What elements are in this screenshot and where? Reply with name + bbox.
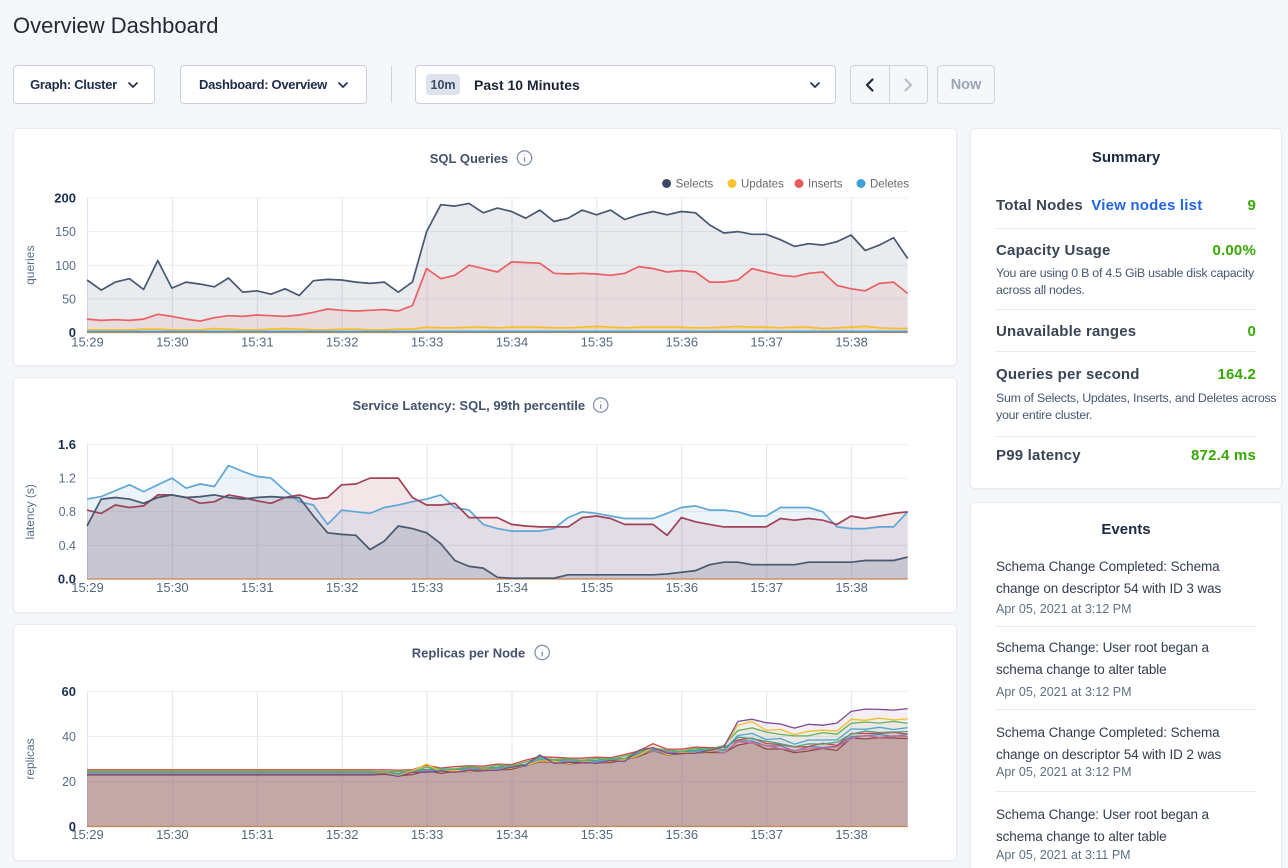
svg-text:15:37: 15:37 <box>750 335 783 350</box>
svg-text:15:29: 15:29 <box>71 580 104 595</box>
svg-text:15:32: 15:32 <box>326 335 359 350</box>
svg-text:15:34: 15:34 <box>496 827 529 842</box>
svg-text:latency (s): latency (s) <box>23 484 37 539</box>
svg-text:15:37: 15:37 <box>750 827 783 842</box>
svg-text:Deletes: Deletes <box>870 179 909 191</box>
svg-text:15:33: 15:33 <box>411 580 444 595</box>
svg-text:Updates: Updates <box>741 179 784 191</box>
svg-text:15:31: 15:31 <box>241 335 274 350</box>
svg-text:60: 60 <box>62 684 76 699</box>
svg-text:15:30: 15:30 <box>156 827 189 842</box>
svg-text:15:29: 15:29 <box>71 335 104 350</box>
svg-text:200: 200 <box>54 191 76 206</box>
svg-text:15:29: 15:29 <box>71 827 104 842</box>
svg-text:15:36: 15:36 <box>666 580 699 595</box>
svg-text:15:31: 15:31 <box>241 580 274 595</box>
svg-text:150: 150 <box>55 225 76 239</box>
svg-text:Inserts: Inserts <box>808 179 843 191</box>
svg-text:15:35: 15:35 <box>581 335 614 350</box>
svg-text:1.6: 1.6 <box>58 437 76 452</box>
svg-text:0: 0 <box>69 819 76 834</box>
svg-text:queries: queries <box>23 246 37 285</box>
svg-text:15:36: 15:36 <box>666 335 699 350</box>
svg-text:0.8: 0.8 <box>59 505 76 519</box>
svg-text:100: 100 <box>55 259 76 273</box>
svg-text:15:36: 15:36 <box>666 827 699 842</box>
svg-text:Replicas per Node: Replicas per Node <box>412 646 525 661</box>
svg-text:0.0: 0.0 <box>58 572 76 587</box>
svg-text:15:35: 15:35 <box>581 580 614 595</box>
svg-text:15:32: 15:32 <box>326 827 359 842</box>
svg-text:15:38: 15:38 <box>835 335 868 350</box>
svg-text:15:38: 15:38 <box>835 827 868 842</box>
svg-text:replicas: replicas <box>23 738 37 779</box>
svg-text:15:38: 15:38 <box>835 580 868 595</box>
svg-text:15:35: 15:35 <box>581 827 614 842</box>
svg-text:SQL Queries: SQL Queries <box>430 151 509 166</box>
svg-text:Service Latency: SQL, 99th per: Service Latency: SQL, 99th percentile <box>352 398 585 413</box>
svg-text:Selects: Selects <box>676 179 714 191</box>
svg-text:0: 0 <box>69 325 76 340</box>
svg-text:15:30: 15:30 <box>156 580 189 595</box>
svg-text:15:30: 15:30 <box>156 335 189 350</box>
svg-text:15:34: 15:34 <box>496 335 529 350</box>
svg-text:15:33: 15:33 <box>411 335 444 350</box>
svg-text:15:34: 15:34 <box>496 580 529 595</box>
svg-text:20: 20 <box>62 775 76 789</box>
svg-text:1.2: 1.2 <box>59 472 76 486</box>
svg-text:40: 40 <box>62 730 76 744</box>
svg-text:0.4: 0.4 <box>59 539 76 553</box>
svg-text:15:33: 15:33 <box>411 827 444 842</box>
svg-text:50: 50 <box>62 292 76 306</box>
svg-text:15:37: 15:37 <box>750 580 783 595</box>
svg-text:15:31: 15:31 <box>241 827 274 842</box>
svg-text:15:32: 15:32 <box>326 580 359 595</box>
